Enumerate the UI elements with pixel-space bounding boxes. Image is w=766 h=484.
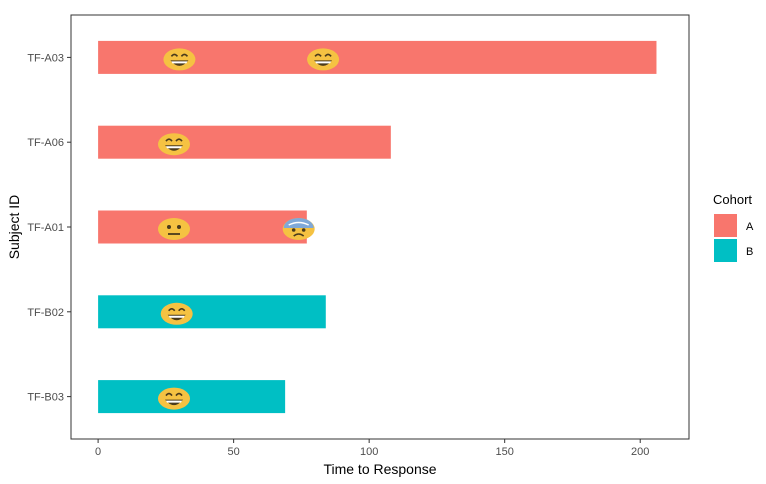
anxious-face-icon (282, 218, 315, 240)
bar-tf-a01 (98, 210, 307, 244)
neutral-face-icon (158, 218, 190, 240)
x-tick-label: 200 (631, 446, 649, 458)
legend-label-a: A (746, 221, 754, 233)
y-tick-label: TF-A06 (27, 137, 64, 149)
y-axis: TF-A03 TF-A06 TF-A01 TF-B02 TF-B03 (27, 52, 71, 404)
x-tick-label: 50 (228, 446, 240, 458)
x-tick-label: 100 (360, 446, 378, 458)
grinning-face-icon (163, 48, 196, 71)
x-tick-label: 150 (496, 446, 514, 458)
legend-key-a (714, 214, 737, 237)
y-tick-label: TF-B02 (27, 307, 64, 319)
y-tick-label: TF-A03 (27, 52, 64, 64)
grinning-face-icon (158, 133, 190, 156)
bar-tf-b03 (98, 380, 286, 414)
x-axis: 0 50 100 150 200 (95, 439, 649, 458)
grinning-face-icon (160, 302, 193, 325)
x-axis-title: Time to Response (323, 461, 436, 477)
bars-layer (98, 40, 657, 414)
grinning-face-icon (158, 387, 190, 410)
legend-key-b (714, 239, 737, 262)
legend-title: Cohort (713, 192, 752, 207)
bar-tf-a06 (98, 125, 391, 159)
grinning-face-icon (307, 48, 340, 71)
legend: Cohort A B (713, 192, 754, 262)
bar-tf-b02 (98, 295, 326, 329)
events-layer (158, 48, 340, 410)
y-tick-label: TF-A01 (27, 222, 64, 234)
legend-label-b: B (746, 246, 753, 258)
y-axis-title: Subject ID (6, 195, 22, 260)
y-tick-label: TF-B03 (27, 392, 64, 404)
x-tick-label: 0 (95, 446, 101, 458)
